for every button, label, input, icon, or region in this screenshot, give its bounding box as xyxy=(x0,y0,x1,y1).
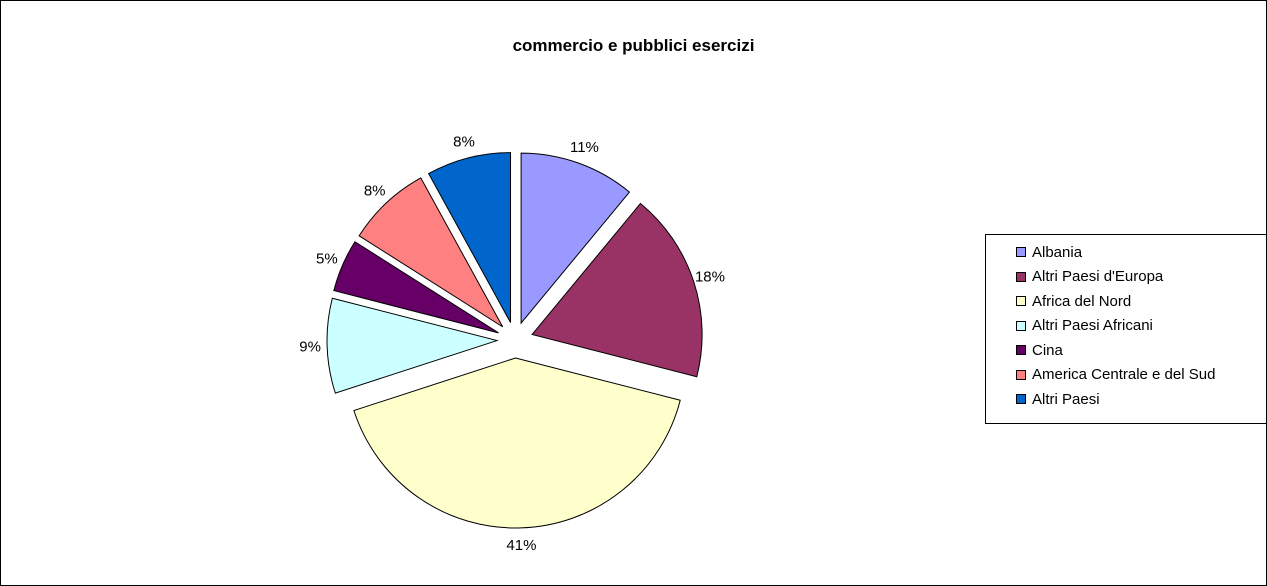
slice-label-7: 8% xyxy=(453,133,475,150)
legend-swatch xyxy=(1016,247,1026,257)
pie-slice-4 xyxy=(326,297,499,394)
pie-slice-6 xyxy=(358,177,504,328)
legend-label: America Centrale e del Sud xyxy=(1032,366,1216,383)
legend-item: Cina xyxy=(986,339,1063,361)
slice-label-3: 41% xyxy=(506,537,536,554)
slice-label-2: 18% xyxy=(695,269,725,286)
legend-label: Cina xyxy=(1032,341,1063,359)
legend-item: Africa del Nord xyxy=(986,290,1131,312)
legend-item: Altri Paesi Africani xyxy=(986,315,1153,337)
pie-slice-2 xyxy=(531,202,703,378)
legend-item: Altri Paesi xyxy=(986,388,1100,410)
pie-slice-7 xyxy=(427,152,512,323)
legend-item: Altri Paesi d'Europa xyxy=(986,266,1163,288)
legend-label: Altri Paesi Africani xyxy=(1032,317,1153,334)
slice-label-5: 5% xyxy=(316,251,338,268)
legend-swatch xyxy=(1016,271,1026,282)
legend-label: Africa del Nord xyxy=(1032,292,1132,310)
slice-label-6: 8% xyxy=(364,183,386,200)
legend-swatch xyxy=(1016,296,1026,306)
pie-slice-5 xyxy=(333,241,499,334)
legend-item: America Centrale e del Sud xyxy=(986,364,1215,386)
chart-title: commercio e pubblici esercizi xyxy=(512,36,755,55)
legend-swatch xyxy=(1016,369,1026,380)
slice-label-1: 11% xyxy=(570,139,599,156)
slice-label-4: 9% xyxy=(299,338,321,355)
legend-item: Albania xyxy=(986,241,1082,263)
legend-label: Albania xyxy=(1032,243,1083,261)
legend: Albania Altri Paesi d'Europa Africa del No… xyxy=(985,234,1267,424)
legend-label: Altri Paesi d'Europa xyxy=(1032,268,1164,285)
pie-slice-3 xyxy=(353,357,681,529)
legend-label: Altri Paesi xyxy=(1032,390,1100,408)
pie-slice-1 xyxy=(520,152,631,325)
legend-swatch xyxy=(1016,394,1026,404)
legend-swatch xyxy=(1016,320,1026,331)
legend-swatch xyxy=(1016,345,1026,355)
